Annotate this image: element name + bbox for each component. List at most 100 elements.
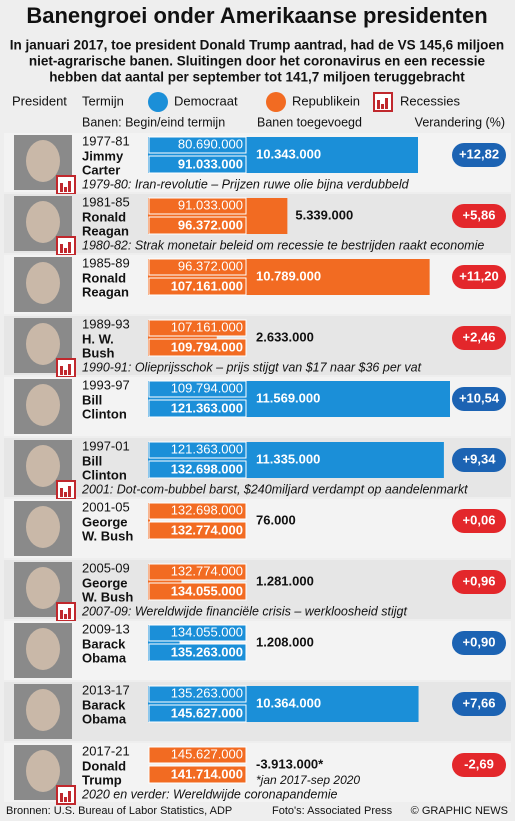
end-box [148, 643, 247, 662]
end-jobs: 132.774.000 [171, 522, 243, 537]
recession-icon-bar [64, 492, 67, 497]
start-jobs: 134.055.000 [171, 624, 243, 639]
president-name: Carter [82, 162, 120, 177]
col-change: Verandering (%) [415, 115, 505, 129]
change-pill [452, 753, 506, 777]
term: 2013-17 [82, 682, 130, 697]
photos: Foto's: Associated Press [272, 805, 393, 817]
start-box [148, 319, 247, 337]
president-name: George [82, 514, 128, 529]
president-name: Reagan [82, 223, 129, 238]
president-name: Jimmy [82, 148, 124, 163]
end-jobs: 141.714.000 [171, 766, 243, 781]
term: 1989-93 [82, 316, 130, 331]
change-label: +7,66 [463, 695, 496, 710]
change-pill [452, 265, 506, 289]
photo-face [26, 750, 60, 792]
change-label: -2,69 [464, 756, 494, 771]
end-jobs: 132.698.000 [171, 461, 243, 476]
recession-icon-bar [60, 244, 63, 253]
end-jobs: 135.263.000 [171, 644, 243, 659]
recession-note: 1990-91: Olieprijsschok – prijs stijgt v… [82, 360, 422, 374]
end-jobs: 96.372.000 [178, 217, 243, 232]
photo-face [26, 689, 60, 731]
photo-face [26, 323, 60, 365]
start-jobs: 91.033.000 [178, 197, 243, 212]
end-box [148, 216, 247, 235]
president-name: Obama [82, 711, 127, 726]
change-label: +11,20 [459, 268, 498, 283]
change-pill [452, 570, 506, 594]
recession-note: 1980-82: Strak monetair beleid om recess… [82, 238, 484, 252]
recession-icon-bar [68, 364, 71, 375]
change-pill [452, 143, 506, 167]
recession-note: 1979-80: Iran-revolutie – Prijzen ruwe o… [82, 177, 410, 191]
president-name: Clinton [82, 406, 127, 421]
added-label: 1.281.000 [256, 573, 314, 588]
end-box [148, 460, 247, 479]
row-bg [4, 621, 511, 680]
photo-face [26, 262, 60, 304]
change-label: +9,34 [463, 451, 497, 466]
president-name: W. Bush [82, 528, 133, 543]
term: 1981-85 [82, 194, 130, 209]
recession-icon-bar [68, 486, 71, 497]
change-pill [452, 631, 506, 655]
president-name: Ronald [82, 209, 126, 224]
recession-icon-bar [381, 104, 384, 109]
start-jobs: 96.372.000 [178, 258, 243, 273]
change-pill [452, 692, 506, 716]
added-label: 1.208.000 [256, 634, 314, 649]
recession-icon-bar [385, 98, 388, 109]
start-jobs: 80.690.000 [178, 136, 243, 151]
start-box [148, 624, 247, 642]
added-label: 76.000 [256, 512, 296, 527]
legend-term: Termijn [82, 93, 124, 108]
recession-icon-bar [64, 614, 67, 619]
president-name: Ronald [82, 270, 126, 285]
recession-note: 2020 en verder: Wereldwijde coronapandem… [81, 787, 338, 801]
start-jobs: 132.698.000 [171, 502, 243, 517]
start-box [148, 563, 247, 581]
recession-icon-bar [68, 608, 71, 619]
change-pill [452, 326, 506, 350]
change-label: +2,46 [463, 329, 496, 344]
photo-face [26, 628, 60, 670]
end-box [148, 155, 247, 174]
added-label: -3.913.000* [256, 756, 324, 771]
change-pill [452, 448, 506, 472]
recession-icon-bar [64, 797, 67, 802]
recession-note: 2007-09: Wereldwijde financiële crisis –… [81, 604, 407, 618]
term: 1977-81 [82, 133, 130, 148]
col-jobs: Banen: Begin/eind termijn [82, 115, 225, 129]
subtitle: niet-agrarische banen. Sluitingen door h… [29, 54, 486, 69]
end-box [148, 338, 247, 357]
end-jobs: 145.627.000 [171, 705, 243, 720]
legend-president: President [12, 93, 67, 108]
row-bg [4, 560, 511, 619]
bar [148, 503, 150, 539]
added-label: 10.789.000 [256, 268, 321, 283]
end-box [148, 704, 247, 723]
end-box [148, 399, 247, 418]
end-jobs: 134.055.000 [171, 583, 243, 598]
end-jobs: 107.161.000 [171, 278, 243, 293]
president-name: Reagan [82, 284, 129, 299]
change-pill [452, 387, 506, 411]
photo-face [26, 506, 60, 548]
term: 1993-97 [82, 377, 130, 392]
legend-label: Democraat [174, 93, 238, 108]
president-name: George [82, 575, 128, 590]
recession-icon-bar [60, 366, 63, 375]
term: 2005-09 [82, 560, 130, 575]
sources: Bronnen: U.S. Bureau of Labor Statistics… [6, 805, 232, 817]
recession-icon-bar [377, 100, 380, 109]
start-jobs: 121.363.000 [171, 441, 243, 456]
start-box [148, 746, 247, 764]
legend-recession: Recessies [400, 93, 460, 108]
change-label: +12,82 [459, 146, 499, 161]
added-label: 11.569.000 [256, 390, 320, 405]
title: Banengroei onder Amerikaanse presidenten [26, 3, 487, 28]
added-label: 11.335.000 [256, 451, 320, 466]
